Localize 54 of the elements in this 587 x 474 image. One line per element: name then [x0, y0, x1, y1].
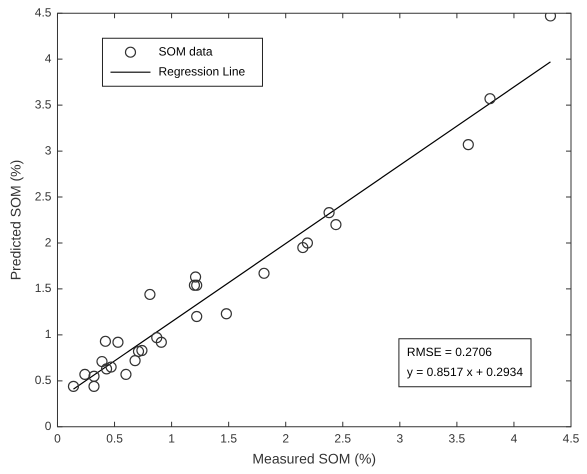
- point: [96, 356, 108, 368]
- point: [88, 370, 100, 382]
- x-tick-label: 1: [168, 431, 176, 446]
- point: [112, 336, 124, 348]
- y-tick-label: 4: [44, 51, 52, 66]
- point: [191, 310, 202, 322]
- point: [330, 218, 342, 230]
- x-tick-label: 4: [510, 431, 518, 446]
- x-axis-title: Measured SOM (%): [252, 450, 376, 466]
- point: [188, 280, 200, 291]
- annotation: y = 0.8517 x + 0.2934: [406, 365, 524, 380]
- x-tick-label: 1.5: [220, 431, 238, 446]
- point: [68, 380, 80, 392]
- annotation: RMSE = 0.2706: [406, 345, 492, 360]
- x-tick-label: 2: [282, 431, 290, 446]
- point: [190, 271, 202, 283]
- x-tick-label: 4.5: [562, 431, 580, 446]
- point: [302, 237, 313, 249]
- point: [323, 207, 335, 218]
- point: [258, 268, 270, 279]
- point: [100, 363, 112, 374]
- point: [220, 308, 232, 320]
- x-tick-label: 2.5: [334, 431, 352, 446]
- y-axis-title: Predicted SOM (%): [7, 160, 24, 280]
- x-tick-label: 3.5: [448, 431, 466, 446]
- point: [120, 368, 132, 380]
- legend-label: Regression Line: [158, 64, 246, 79]
- point: [88, 380, 100, 392]
- x-tick-label: 0: [54, 431, 62, 446]
- y-tick-label: 3: [44, 143, 52, 158]
- y-tick-label: 1: [44, 327, 52, 342]
- point: [156, 336, 167, 348]
- point: [462, 139, 474, 150]
- y-tick-label: 0: [44, 419, 52, 434]
- point: [297, 242, 308, 254]
- point: [129, 355, 141, 366]
- x-tick-label: 3: [396, 431, 404, 446]
- y-tick-label: 2.5: [34, 189, 52, 204]
- y-tick-label: 1.5: [34, 281, 52, 296]
- point: [484, 93, 496, 104]
- y-tick-label: 2: [44, 235, 52, 250]
- point: [144, 288, 156, 300]
- point: [151, 332, 162, 344]
- x-tick-label: 0.5: [106, 431, 124, 446]
- point: [132, 346, 144, 358]
- point: [191, 280, 202, 291]
- point: [136, 344, 148, 356]
- y-tick-label: 0.5: [34, 373, 52, 388]
- y-tick-label: 4.5: [34, 6, 52, 20]
- point: [106, 361, 117, 373]
- legend-label: SOM data: [158, 44, 213, 59]
- y-tick-label: 3.5: [34, 97, 52, 112]
- point: [79, 368, 90, 380]
- point: [100, 336, 112, 347]
